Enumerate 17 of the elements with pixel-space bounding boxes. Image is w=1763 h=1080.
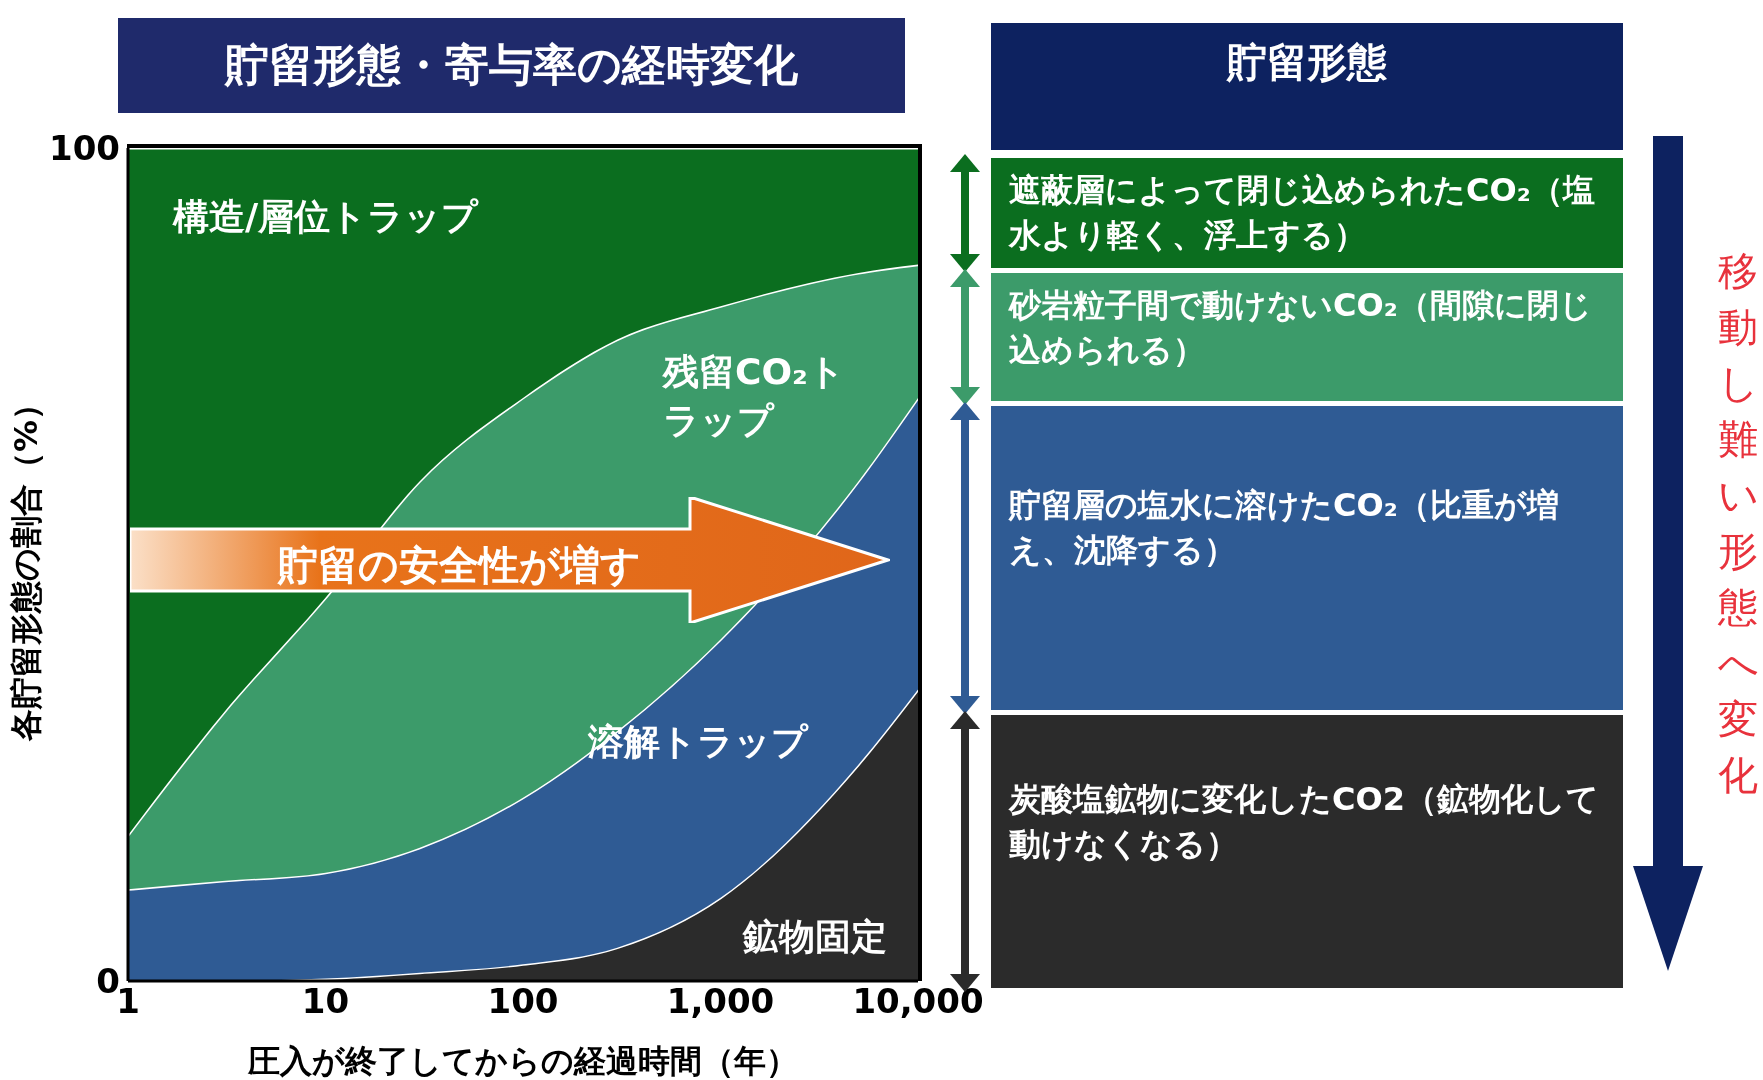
x-tick-label: 10 — [301, 981, 350, 1022]
text: 遮蔽層によって閉じ込められたCO₂（塩水より軽く、浮上する） — [1009, 171, 1595, 254]
text: 砂岩粒子間で動けないCO₂（間隙に閉じ込められる） — [1009, 286, 1592, 369]
x-axis-title: 圧入が終了してからの経過時間（年） — [247, 1042, 798, 1080]
series-label: 鉱物固定 — [743, 915, 888, 959]
x-tick-label: 100 — [487, 981, 559, 1022]
text: 炭酸塩鉱物に変化したCO2（鉱物化して動けなくなる） — [1009, 778, 1600, 865]
text: 移動し難い形態へ変化 — [1717, 248, 1759, 798]
y-axis-title: 各貯留形態の割合（%） — [7, 387, 46, 743]
text: 貯留層の塩水に溶けたCO₂（比重が増え、沈降する） — [1009, 485, 1560, 571]
x-tick-label: 1,000 — [666, 981, 775, 1022]
text: 貯留形態 — [991, 23, 1623, 150]
x-tick-label: 10,000 — [852, 981, 984, 1022]
series-label: 残留CO₂トラップ — [663, 350, 846, 443]
series-label: 構造/層位トラップ — [173, 195, 480, 239]
chart-title: 貯留形態・寄与率の経時変化 — [118, 18, 905, 113]
annotation: 貯留の安全性が増す — [278, 541, 641, 590]
